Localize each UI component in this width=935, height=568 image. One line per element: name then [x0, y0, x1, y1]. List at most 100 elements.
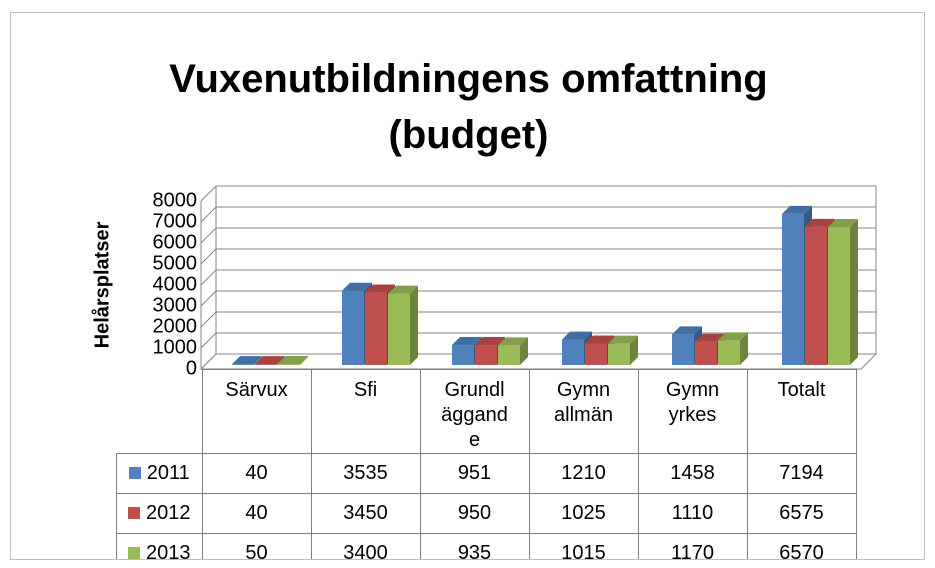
table-value: 40 — [201, 453, 312, 494]
bar — [232, 356, 262, 365]
legend-cell: 2012 — [116, 493, 203, 534]
bar-top — [388, 285, 418, 294]
table-header-row: Särvux Sfi Grundläggande Gymn allmän Gymn yr… — [116, 369, 857, 454]
category-label: Gymn yrkes — [637, 369, 748, 454]
legend-cell: 2013 — [116, 533, 203, 559]
table-value: 6575 — [746, 493, 857, 534]
bar-top — [695, 333, 725, 342]
legend-label: 2011 — [146, 462, 190, 484]
bar-side — [277, 356, 285, 365]
legend-swatch — [128, 467, 141, 479]
bar-front — [585, 343, 607, 365]
table-value: 935 — [419, 533, 530, 559]
bar — [672, 326, 702, 365]
bar-front — [342, 290, 364, 365]
bar-front — [562, 339, 584, 365]
bar-front — [365, 292, 387, 365]
bar-top — [255, 356, 285, 365]
bar-front — [232, 364, 254, 365]
table-value: 1458 — [637, 453, 748, 494]
bar-top — [608, 335, 638, 344]
bar-front — [452, 345, 474, 365]
bar-top — [805, 218, 835, 227]
table-row: 2012 40 3450 950 1025 1110 6575 — [116, 493, 857, 534]
y-tick-label: 1000 — [153, 336, 198, 358]
table-value: 7194 — [746, 453, 857, 494]
bar — [255, 356, 285, 365]
category-label: Särvux — [201, 369, 312, 454]
bar-front — [828, 227, 850, 365]
bar — [278, 355, 308, 365]
table-value: 1210 — [528, 453, 639, 494]
table-value: 50 — [201, 533, 312, 559]
bar-front — [388, 293, 410, 365]
y-tick-label: 6000 — [153, 231, 198, 253]
bar-top — [342, 282, 372, 291]
bar-front — [475, 345, 497, 365]
bar-top — [365, 284, 395, 293]
table-value: 1170 — [637, 533, 748, 559]
table-value: 1015 — [528, 533, 639, 559]
table-row: 2011 40 3535 951 1210 1458 7194 — [116, 453, 857, 494]
bar-front — [672, 334, 694, 365]
grid-line — [200, 269, 876, 286]
table-value: 951 — [419, 453, 530, 494]
y-tick-label: 8000 — [153, 189, 198, 211]
grid-line — [200, 332, 876, 349]
y-tick-label: 2000 — [153, 315, 198, 337]
bar-side — [740, 332, 748, 365]
bar-front — [498, 345, 520, 365]
bar-top — [828, 219, 858, 228]
y-axis-label: Helårsplatser — [90, 221, 113, 348]
bar — [562, 331, 592, 365]
table-value: 1025 — [528, 493, 639, 534]
bar-top — [278, 355, 308, 364]
bar-top — [498, 337, 528, 346]
y-tick-label: 7000 — [153, 210, 198, 232]
bar-side — [410, 285, 418, 365]
table-value: 6570 — [746, 533, 857, 559]
table-value: 950 — [419, 493, 530, 534]
category-label: Sfi — [310, 369, 421, 454]
bar-front — [278, 363, 300, 365]
bar-front — [805, 226, 827, 365]
bar-side — [630, 335, 638, 365]
chart-frame: Vuxenutbildningens omfattning (budget) H… — [10, 12, 925, 560]
bar — [498, 337, 528, 365]
bar-side — [850, 219, 858, 365]
grid-line — [200, 185, 876, 202]
y-tick-label: 5000 — [153, 252, 198, 274]
bar-top — [672, 326, 702, 335]
category-label: Grundläggande — [419, 369, 530, 454]
table-value: 1110 — [637, 493, 748, 534]
legend-cell: 2011 — [116, 453, 203, 494]
bar-front — [255, 364, 277, 365]
bar — [718, 332, 748, 365]
chart-title: Vuxenutbildningens omfattning (budget) — [11, 51, 924, 163]
bar — [608, 335, 638, 365]
bar-front — [782, 213, 804, 365]
grid-line — [200, 290, 876, 307]
bar-top — [232, 356, 262, 365]
y-tick-label: 3000 — [153, 294, 198, 316]
bar-front — [608, 343, 630, 365]
grid-line — [200, 311, 876, 328]
title-text: Vuxenutbildningens omfattning (budget) — [169, 57, 768, 157]
legend-swatch — [128, 507, 140, 519]
grid-line — [200, 353, 876, 370]
category-label: Totalt — [746, 369, 857, 454]
bar-front — [695, 341, 717, 365]
grid-line — [200, 227, 876, 244]
table-value: 3535 — [310, 453, 421, 494]
table-value: 40 — [201, 493, 312, 534]
y-tick-label: 4000 — [153, 273, 198, 295]
bar — [828, 219, 858, 365]
grid-line — [200, 248, 876, 265]
table-value: 3400 — [310, 533, 421, 559]
bar — [388, 285, 418, 365]
table-value: 3450 — [310, 493, 421, 534]
grid-line — [200, 206, 876, 223]
bar-top — [782, 205, 812, 214]
bar-top — [452, 337, 482, 346]
bar-side — [254, 356, 262, 365]
